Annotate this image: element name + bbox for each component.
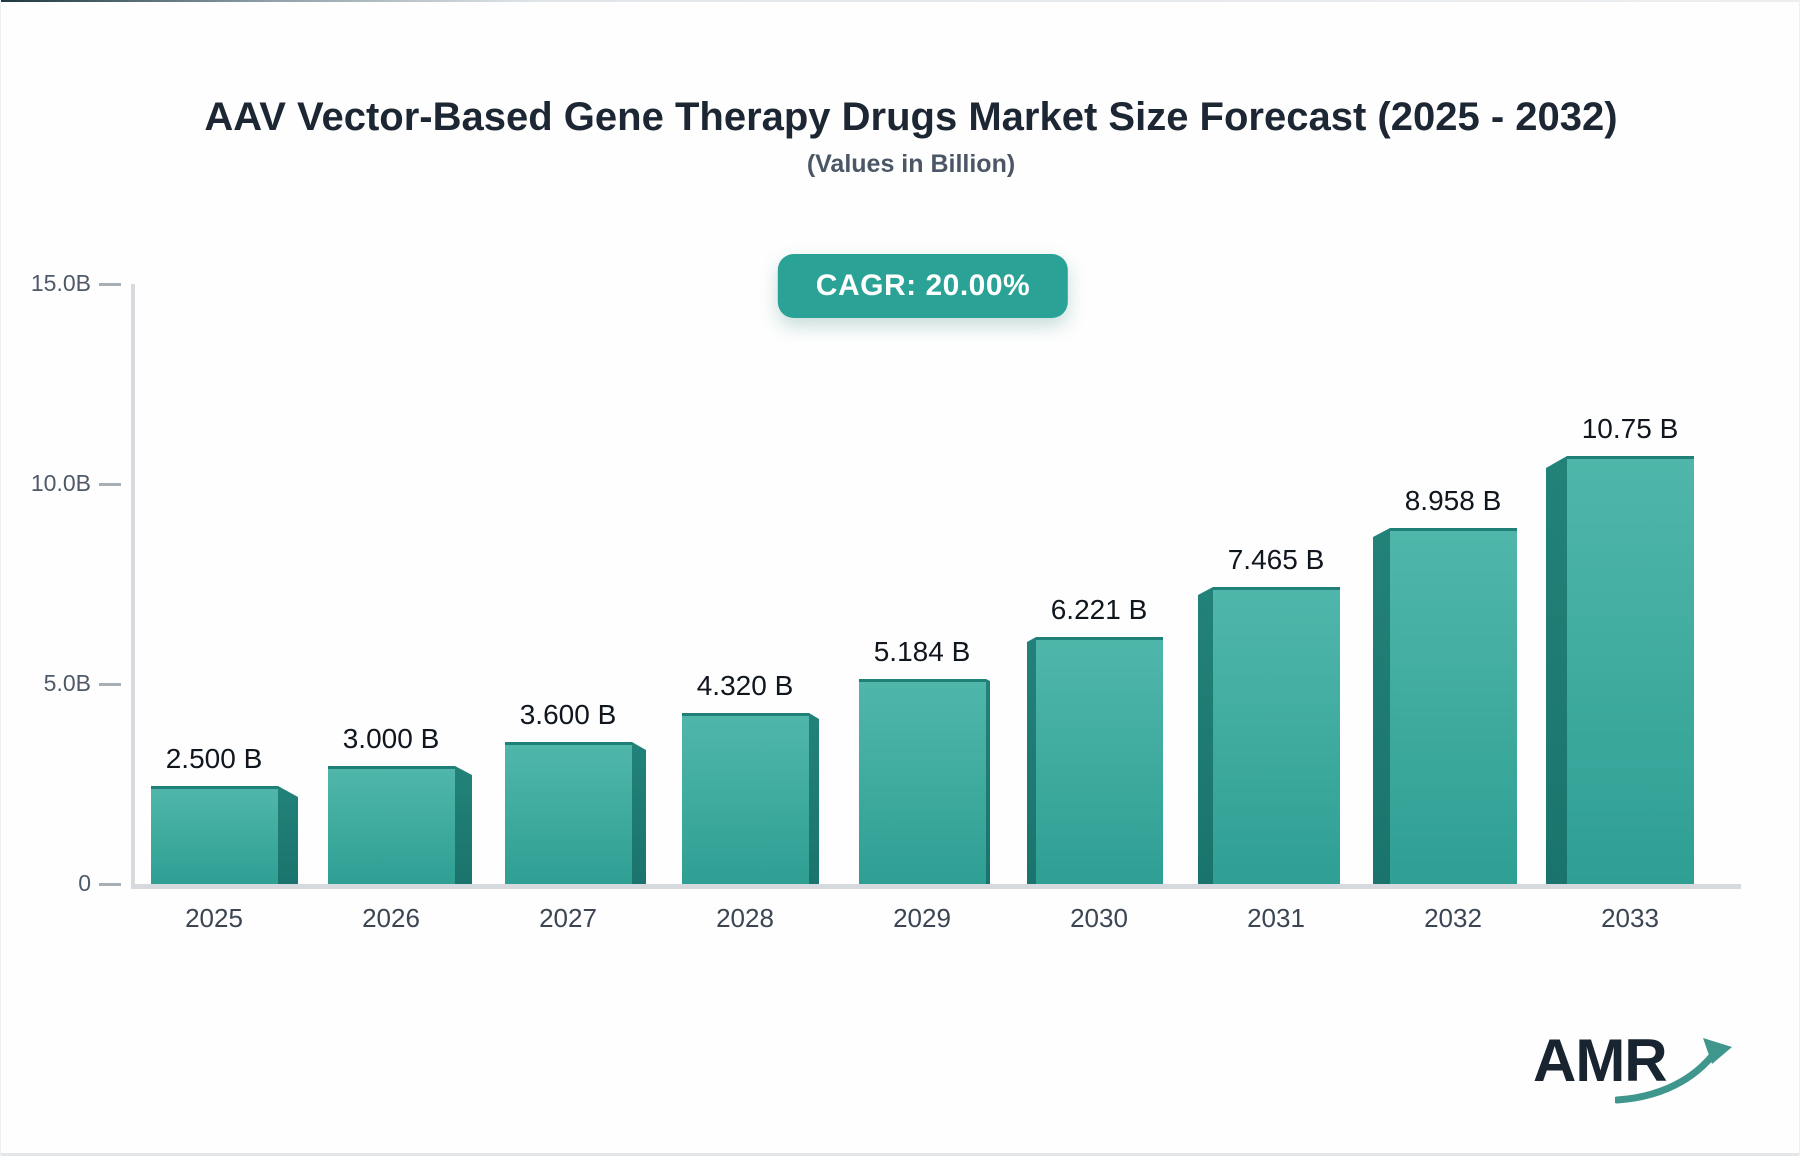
bar-2030 [1036,637,1163,884]
amr-logo-text: AMR [1533,1027,1668,1094]
x-axis-label-2032: 2032 [1424,903,1482,933]
y-tick-dash [99,483,121,486]
amr-logo: AMR [1533,1027,1733,1112]
y-tick-label: 15.0B [30,270,91,296]
bar-value-label-2027: 3.600 B [519,699,617,730]
top-border-line [1,0,1799,2]
y-tick-label: 10.0B [30,470,91,496]
bar-value-label-2032: 8.958 B [1404,485,1502,516]
y-tick-label: 0 [78,870,91,896]
x-axis-label-2031: 2031 [1247,903,1305,933]
bottom-border-line [1,1153,1799,1156]
y-tick-dash [99,283,121,286]
x-axis-label-2025: 2025 [185,903,243,933]
bar-side-2032 [1373,528,1390,884]
bar-side-2026 [455,766,472,884]
bar-2032 [1390,528,1517,884]
bar-2029 [859,679,986,884]
bar-2027 [505,742,632,884]
bar-value-label-2033: 10.75 B [1581,413,1679,444]
bar-value-label-2031: 7.465 B [1227,544,1325,575]
bar-2031 [1213,587,1340,884]
cagr-badge: CAGR: 20.00% [777,254,1069,318]
bar-value-label-2028: 4.320 B [696,670,794,701]
bar-side-2027 [632,742,646,884]
x-axis-line [131,884,1741,889]
x-axis-label-2026: 2026 [362,903,420,933]
bar-value-label-2026: 3.000 B [342,723,440,754]
bar-2025 [151,786,278,884]
y-axis-line [131,284,135,888]
chart-subtitle: (Values in Billion) [806,150,1016,178]
bar-2026 [328,766,455,884]
bar-value-label-2029: 5.184 B [873,636,971,667]
x-axis-label-2033: 2033 [1601,903,1659,933]
bar-2033 [1567,456,1694,884]
bar-2028 [682,713,809,884]
y-tick-label: 5.0B [43,670,91,696]
bar-value-label-2030: 6.221 B [1050,594,1148,625]
bar-side-2028 [809,713,819,884]
bar-value-label-2025: 2.500 B [165,743,263,774]
y-tick-dash [99,683,121,686]
x-axis-label-2027: 2027 [539,903,597,933]
y-tick-dash [99,883,121,886]
bar-side-2025 [278,786,298,884]
bar-side-2029 [986,679,990,884]
bar-side-2031 [1198,587,1213,884]
x-axis-label-2030: 2030 [1070,903,1128,933]
chart-title: AAV Vector-Based Gene Therapy Drugs Mark… [204,95,1618,139]
x-axis-label-2028: 2028 [716,903,774,933]
logo-growth-arrow-icon [1615,1038,1732,1104]
bar-side-2030 [1027,637,1036,884]
bar-side-2033 [1546,456,1567,884]
x-axis-label-2029: 2029 [893,903,951,933]
